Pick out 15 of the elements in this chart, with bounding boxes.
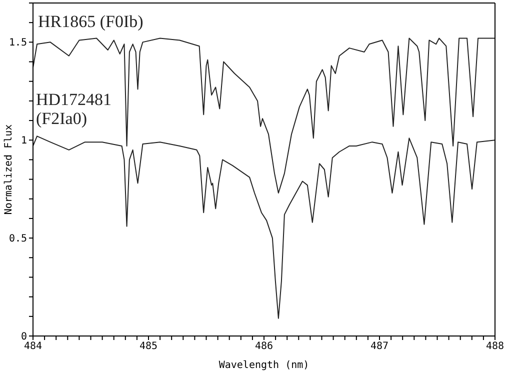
line-series [33, 136, 495, 319]
y-tick-label: 0.5 [8, 234, 27, 245]
series-label: HD172481 (F2Ia0) [36, 90, 113, 128]
series-label: HR1865 (F0Ib) [38, 12, 144, 31]
line-series [33, 38, 495, 194]
y-tick-label: 1 [20, 136, 27, 147]
x-tick-label: 485 [139, 341, 158, 352]
y-tick-label: 1.5 [8, 38, 27, 49]
x-tick-label: 487 [370, 341, 389, 352]
x-axis-title: Wavelength (nm) [218, 360, 310, 371]
y-tick-label: 0 [20, 332, 27, 343]
x-tick-label: 486 [254, 341, 274, 352]
x-tick-label: 484 [24, 341, 42, 352]
y-axis-title: Normalized Flux [4, 124, 15, 215]
x-tick-label: 488 [486, 341, 504, 352]
